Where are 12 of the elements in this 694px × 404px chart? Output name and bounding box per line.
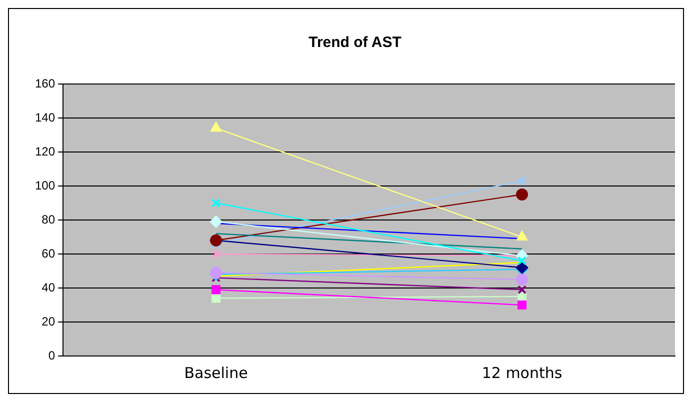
y-tick-label: 140 [34,110,56,124]
chart-title: Trend of AST [308,34,402,52]
y-tick-label: 100 [34,178,56,192]
y-tick-label: 120 [34,144,56,158]
y-tick-label: 0 [48,348,56,362]
y-tick-label: 40 [42,280,56,294]
y-tick-label: 80 [42,212,56,226]
x-tick-label: 12 months [482,364,562,382]
y-tick-label: 20 [42,314,56,328]
y-tick-label: 60 [42,246,56,260]
y-tick-label: 160 [34,76,56,90]
x-tick-label: Baseline [184,364,248,382]
